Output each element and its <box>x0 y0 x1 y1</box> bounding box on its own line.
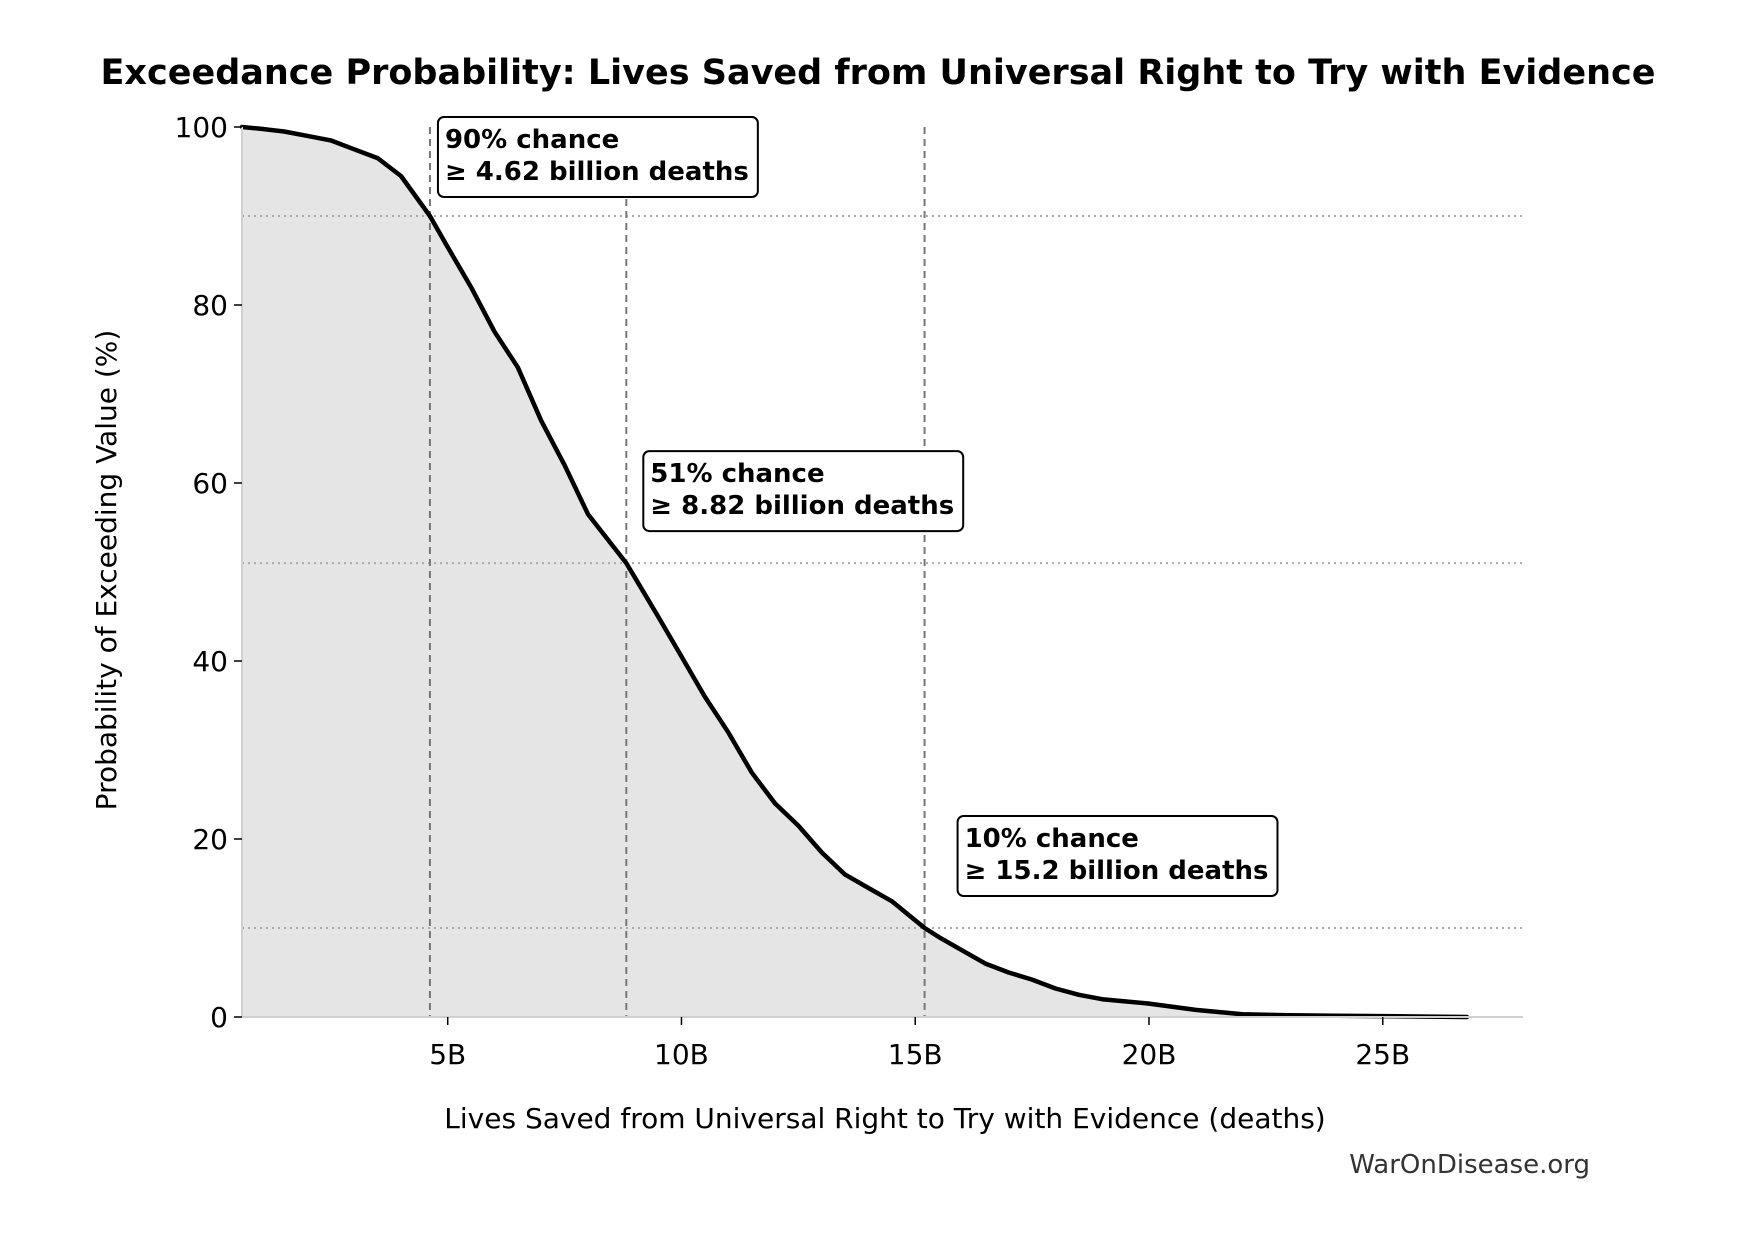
y-tick-label: 0 <box>210 1001 228 1034</box>
x-tick-label: 10B <box>654 1038 709 1071</box>
y-tick-label: 80 <box>192 289 228 322</box>
x-tick-label: 25B <box>1355 1038 1410 1071</box>
annotations: 90% chance≥ 4.62 billion deaths 51% chanc… <box>436 116 1279 897</box>
annotation-frame <box>436 116 759 198</box>
y-tick-label: 20 <box>192 823 228 856</box>
annotation-box: 90% chance≥ 4.62 billion deaths <box>436 116 759 198</box>
annotation-value: ≥ 15.2 billion deaths <box>965 856 1269 886</box>
exceedance-curve-line <box>239 124 1470 1020</box>
annotation-box: 10% chance≥ 15.2 billion deaths <box>956 815 1279 897</box>
y-axis-label: Probability of Exceeding Value (%) <box>90 330 123 811</box>
y-tick-label: 100 <box>175 111 228 144</box>
annotation-box: 51% chance≥ 8.82 billion deaths <box>642 450 965 533</box>
x-tick-label: 20B <box>1122 1038 1177 1071</box>
annotation-value: ≥ 4.62 billion deaths <box>445 157 749 187</box>
y-tick-label: 40 <box>192 645 228 678</box>
annotation-frame <box>956 815 1279 897</box>
annotation-title: 10% chance <box>965 824 1139 854</box>
credit-text: WarOnDisease.org <box>1349 1150 1590 1180</box>
annotation-title: 90% chance <box>445 125 619 155</box>
annotation-title: 51% chance <box>650 459 824 489</box>
annotation-frame <box>642 450 965 533</box>
y-tick-label: 60 <box>192 467 228 500</box>
exceedance-area-fill <box>242 127 1467 1017</box>
x-axis-label: Lives Saved from Universal Right to Try … <box>444 1102 1325 1135</box>
vertical-reference-lines <box>428 127 926 1017</box>
x-axis-ticks: 5B 10B 15B 20B 25B <box>429 1017 1410 1071</box>
chart-title: Exceedance Probability: Lives Saved from… <box>101 53 1656 93</box>
x-tick-label: 5B <box>429 1038 466 1071</box>
x-tick-label: 15B <box>888 1038 943 1071</box>
annotation-value: ≥ 8.82 billion deaths <box>650 491 954 521</box>
y-axis-ticks: 0 20 40 60 80 100 <box>175 111 242 1034</box>
